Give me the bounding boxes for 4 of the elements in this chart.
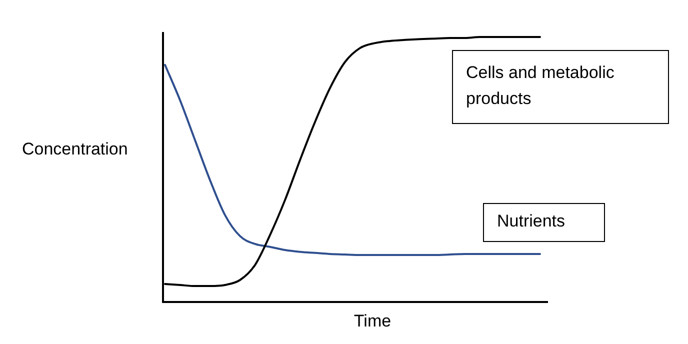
series-label: Nutrients [497,212,566,231]
x-axis-title: Time [354,312,392,331]
y-axis-title: Concentration [22,140,128,159]
series-label: Cells and metabolic products [466,63,615,108]
